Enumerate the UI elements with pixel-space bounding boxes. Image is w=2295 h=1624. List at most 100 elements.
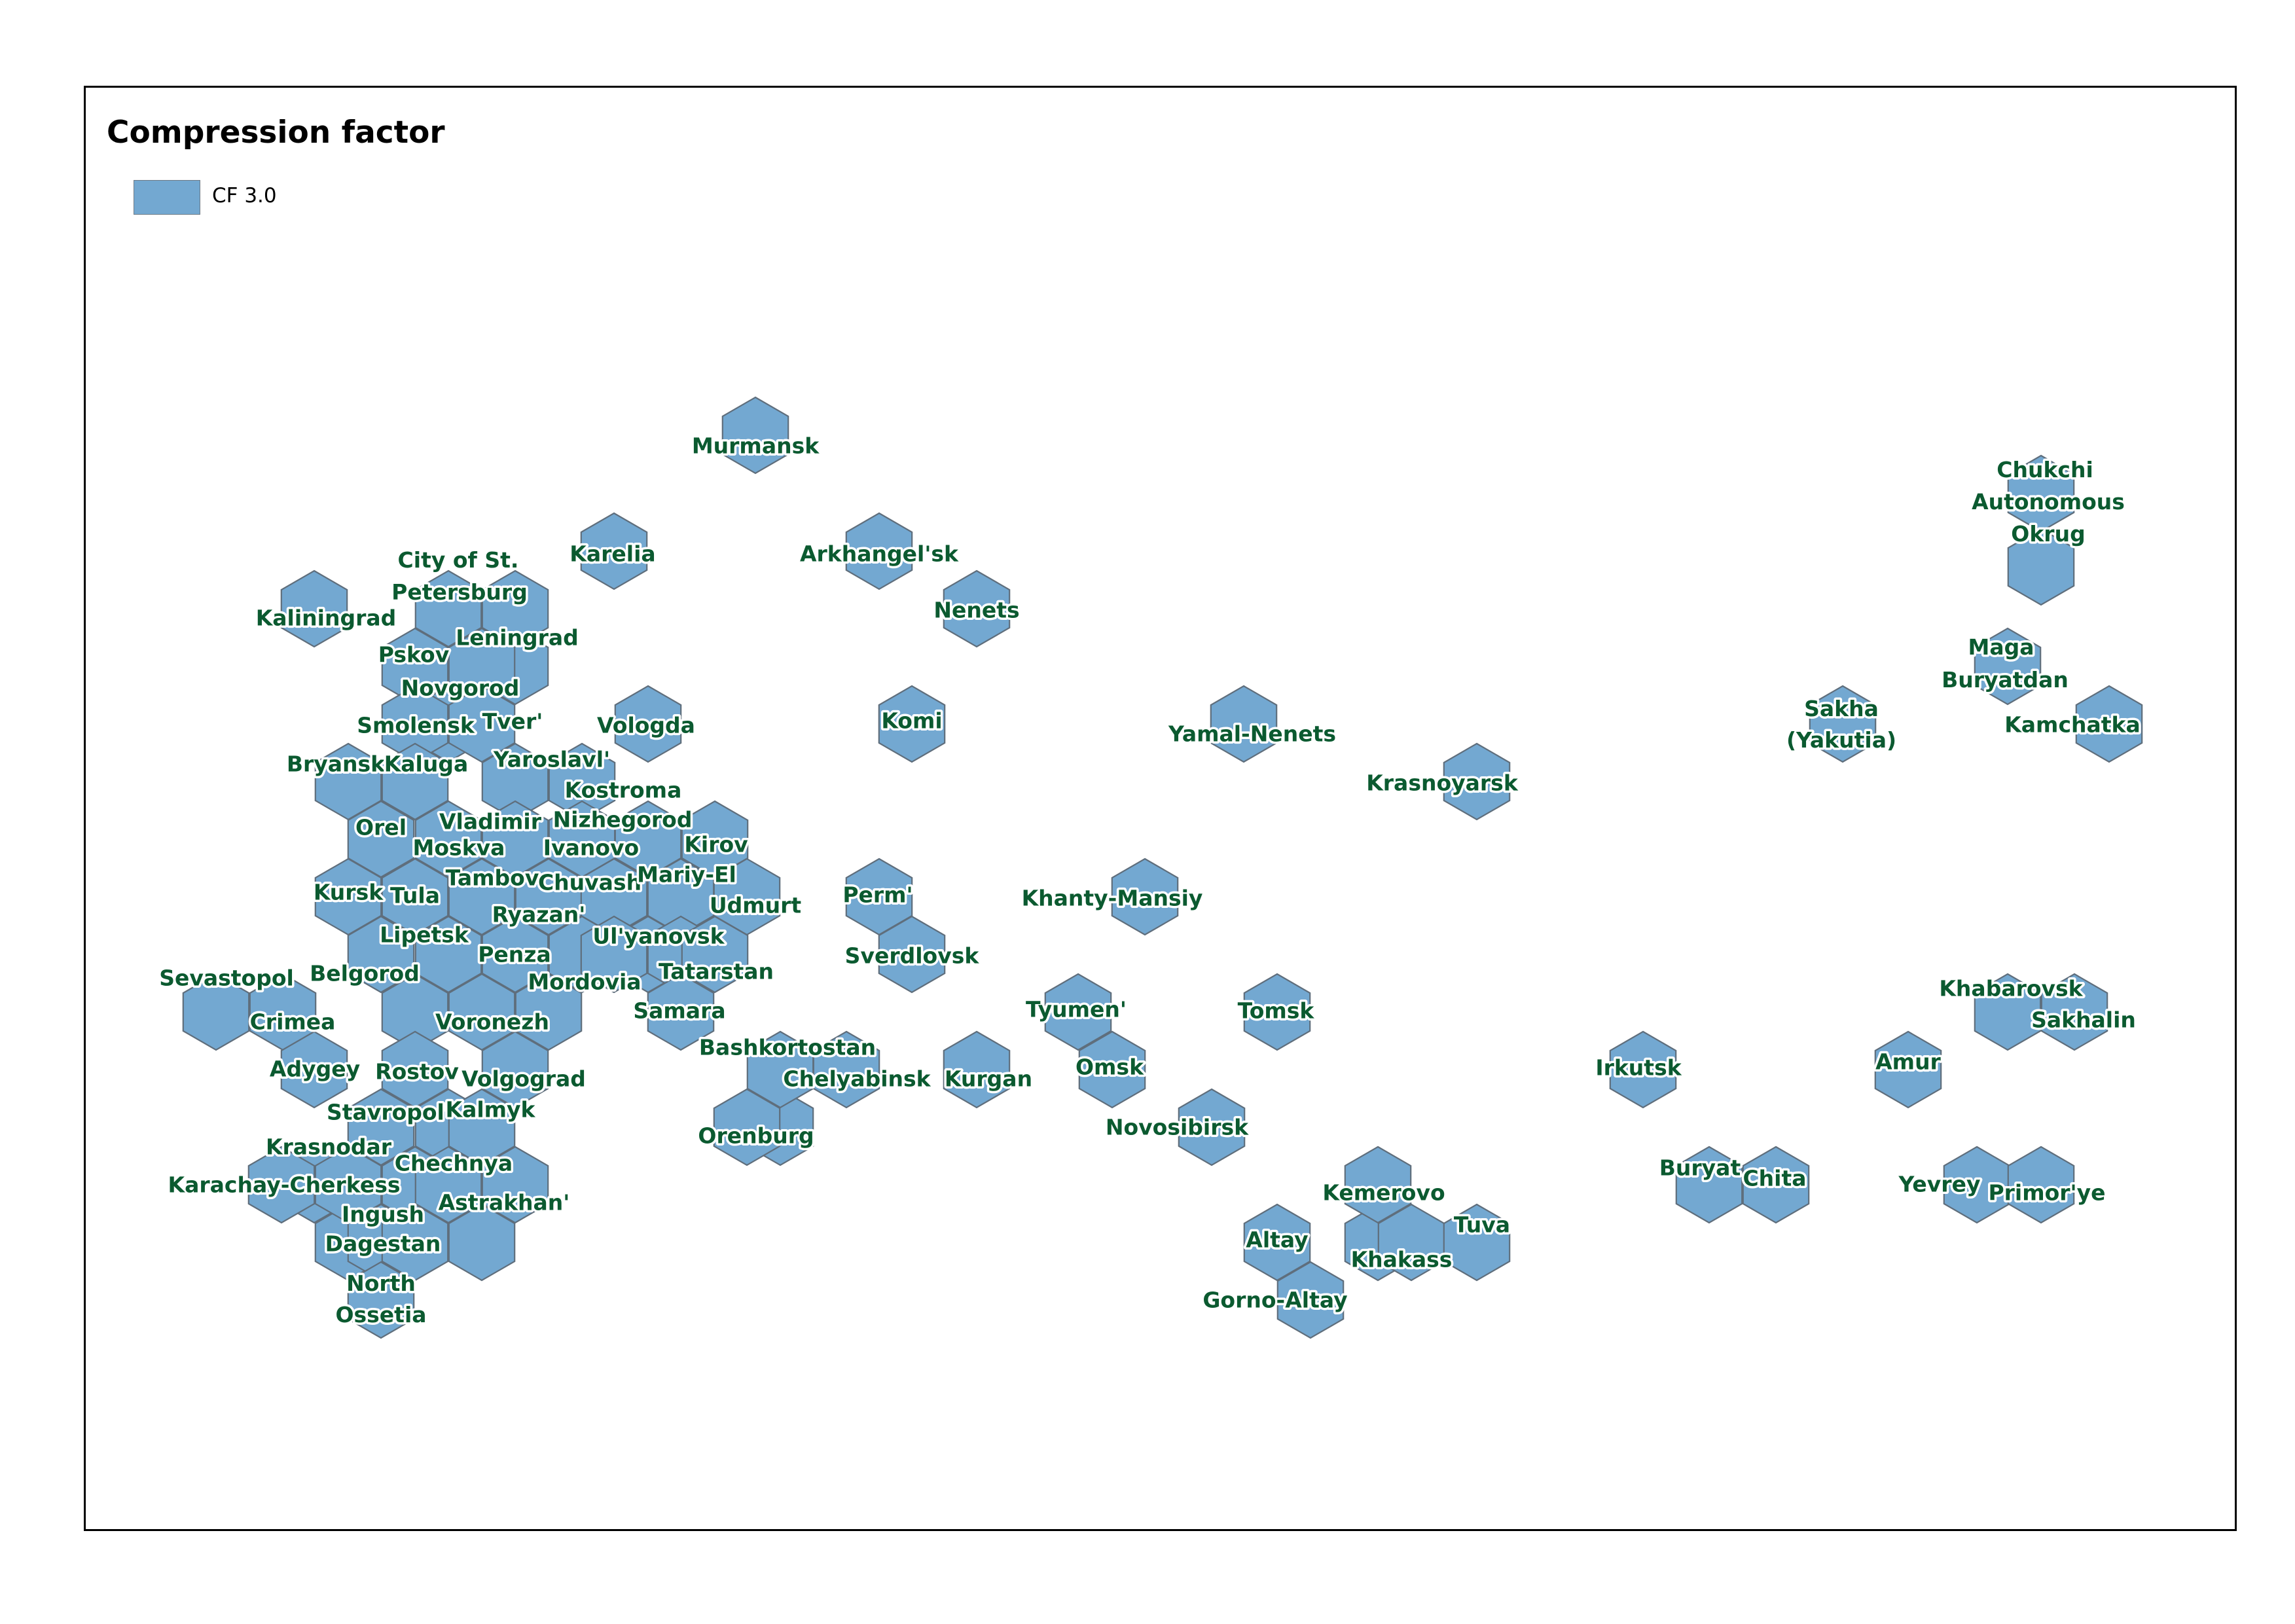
region-label-amur: Amur xyxy=(1875,1049,1941,1075)
region-label-tver: Tver' xyxy=(482,709,543,734)
region-label-nizhegorod: Nizhegorod xyxy=(553,807,693,833)
region-label-omsk: Omsk xyxy=(1075,1055,1144,1080)
region-label-dagestan: Dagestan xyxy=(325,1231,441,1257)
region-label-buryat: Buryat xyxy=(1659,1155,1741,1181)
region-hex-fragment xyxy=(515,973,583,1051)
region-hex-karachay-cherkess xyxy=(247,1146,316,1224)
region-label-komi: Komi xyxy=(881,708,942,734)
region-hex-khabarovsk xyxy=(1974,973,2042,1051)
region-hex-dagestan xyxy=(381,1203,449,1282)
region-label-chukchi: Chukchi Autonomous Okrug xyxy=(1972,457,2125,547)
region-label-tatarstan: Tatarstan xyxy=(659,959,774,984)
region-label-yaroslavl: Yaroslavl' xyxy=(493,747,610,772)
region-hex-yamal-nenets xyxy=(1210,685,1278,763)
region-label-volgograd: Volgograd xyxy=(461,1066,586,1092)
region-label-ulyanovsk: Ul'yanovsk xyxy=(592,924,725,949)
region-label-tambov: Tambov xyxy=(446,865,539,891)
region-label-ivanovo: Ivanovo xyxy=(543,835,639,861)
region-hex-omsk xyxy=(1078,1030,1146,1109)
region-label-novosibirsk: Novosibirsk xyxy=(1106,1115,1249,1140)
region-hex-murmansk xyxy=(721,396,789,475)
region-label-bashkortostan: Bashkortostan xyxy=(699,1035,876,1060)
region-hex-khanty-mansiy xyxy=(1111,857,1179,936)
region-hex-vladimir xyxy=(481,800,549,878)
region-hex-altay xyxy=(1243,1203,1311,1282)
region-label-kalmyk: Kalmyk xyxy=(446,1097,536,1123)
region-hex-kurgan xyxy=(943,1030,1011,1109)
label-layer: Murmansk Karelia Arkhangel'sk KaliningradCi… xyxy=(157,431,2143,1329)
region-label-vologda: Vologda xyxy=(597,713,695,738)
region-label-yevrey: Yevrey xyxy=(1898,1172,1981,1197)
region-label-mariy-el: Mariy-El xyxy=(637,862,736,888)
region-label-bryansk: Bryansk xyxy=(287,751,386,777)
region-label-murmansk: Murmansk xyxy=(692,433,820,459)
region-hex-vologda xyxy=(614,685,682,763)
region-hex-tyumen xyxy=(1044,973,1112,1051)
region-label-krasnoyarsk: Krasnoyarsk xyxy=(1366,770,1519,796)
region-label-karachay-cherkess: Karachay-Cherkess xyxy=(168,1172,401,1198)
region-hex-krasnoyarsk xyxy=(1443,742,1511,821)
region-hex-st-petersburg xyxy=(414,569,482,648)
region-hex-buryat xyxy=(1675,1146,1743,1224)
region-label-pskov: Pskov xyxy=(378,642,450,668)
region-label-chechnya: Chechnya xyxy=(395,1151,513,1176)
region-hex-arkhangelsk xyxy=(845,512,913,590)
region-label-samara: Samara xyxy=(633,998,725,1024)
region-label-gorno-altay: Gorno-Altay xyxy=(1202,1288,1347,1313)
region-hex-astrakhan xyxy=(481,1146,549,1224)
region-label-ingush: Ingush xyxy=(342,1202,424,1227)
legend-swatch xyxy=(134,180,200,215)
region-hex-komi xyxy=(878,685,946,763)
region-hex-lipetsk xyxy=(414,915,482,994)
region-label-maga-buryatdan: Maga Buryatdan xyxy=(1942,634,2069,693)
region-label-smolensk: Smolensk xyxy=(357,713,475,738)
region-label-rostov: Rostov xyxy=(375,1059,459,1085)
region-hex-novosibirsk xyxy=(1178,1088,1246,1166)
region-hex-kemerovo xyxy=(1344,1146,1412,1224)
region-label-kamchatka: Kamchatka xyxy=(2004,712,2141,738)
region-hex-sakhalin xyxy=(2040,973,2108,1051)
region-hex-adygey xyxy=(280,1030,348,1109)
region-label-krasnodar: Krasnodar xyxy=(266,1134,392,1160)
region-label-nenets: Nenets xyxy=(933,598,1019,623)
region-label-kaluga: Kaluga xyxy=(384,751,469,777)
region-hex-voronezh xyxy=(448,973,516,1051)
region-label-irkutsk: Irkutsk xyxy=(1595,1055,1682,1081)
region-hex-kaluga xyxy=(381,742,449,821)
region-label-moskva: Moskva xyxy=(413,835,505,861)
region-label-kostroma: Kostroma xyxy=(565,778,682,803)
map-title: Compression factor xyxy=(107,115,445,151)
region-hex-tambov xyxy=(448,857,516,936)
region-hex-moskva xyxy=(414,800,482,878)
region-hex-orenburg xyxy=(713,1088,781,1166)
region-label-tomsk: Tomsk xyxy=(1238,998,1315,1024)
region-hex-rostov xyxy=(381,1030,449,1109)
region-hex-volgograd xyxy=(481,1030,549,1109)
region-hex-tatarstan xyxy=(681,915,749,994)
region-label-novgorod: Novgorod xyxy=(401,676,520,701)
region-label-karelia: Karelia xyxy=(569,541,655,567)
region-label-sakhalin: Sakhalin xyxy=(2031,1007,2136,1033)
region-label-penza: Penza xyxy=(478,942,551,967)
region-hex-kamchatka xyxy=(2075,685,2143,763)
region-label-tula: Tula xyxy=(390,883,440,909)
region-label-sevastopol: Sevastopol xyxy=(159,965,294,991)
hex-layer xyxy=(182,396,2143,1339)
region-label-chita: Chita xyxy=(1743,1166,1806,1191)
region-label-perm: Perm' xyxy=(842,882,913,908)
region-label-voronezh: Voronezh xyxy=(435,1009,549,1035)
region-label-belgorod: Belgorod xyxy=(310,961,420,986)
region-label-khabarovsk: Khabarovsk xyxy=(1939,976,2083,1001)
legend-label: CF 3.0 xyxy=(212,184,277,208)
map-frame xyxy=(84,86,2237,1531)
region-hex-kaliningrad xyxy=(280,569,348,648)
region-label-kursk: Kursk xyxy=(314,880,384,905)
region-hex-ryazan xyxy=(481,915,549,994)
region-hex-nenets xyxy=(943,569,1011,648)
region-label-sverdlovsk: Sverdlovsk xyxy=(845,943,980,969)
region-hex-irkutsk xyxy=(1609,1030,1677,1109)
region-label-kurgan: Kurgan xyxy=(945,1066,1032,1092)
region-label-sakha: Sakha (Yakutia) xyxy=(1786,696,1896,753)
region-label-arkhangelsk: Arkhangel'sk xyxy=(800,541,959,567)
